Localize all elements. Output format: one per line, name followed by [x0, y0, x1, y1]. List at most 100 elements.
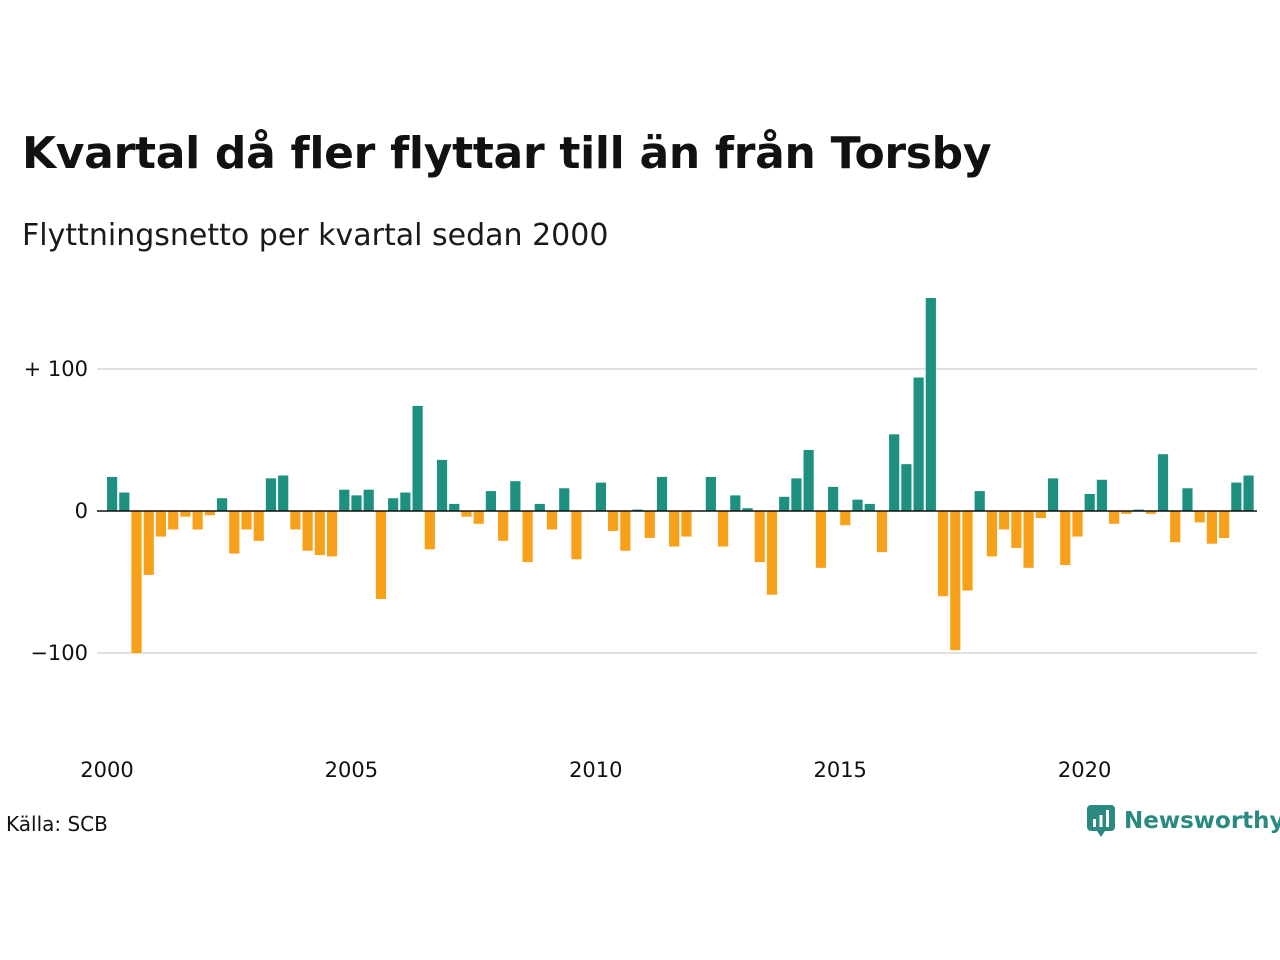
bar — [571, 511, 582, 560]
bar — [204, 511, 215, 516]
bar — [510, 481, 521, 511]
bar — [889, 434, 900, 511]
bar — [107, 476, 118, 511]
bar — [1206, 511, 1217, 544]
bar — [1084, 493, 1095, 511]
bar — [1121, 511, 1132, 514]
bar — [791, 478, 802, 511]
bar — [1182, 488, 1193, 511]
bar-chart: + 100 0 −100 2000 2005 2010 2015 2020 — [24, 298, 1257, 782]
bar — [400, 492, 411, 511]
bar — [143, 511, 154, 575]
bar — [265, 478, 277, 511]
bar — [1231, 482, 1242, 511]
bar — [155, 511, 167, 537]
bar — [559, 488, 570, 511]
bar — [498, 511, 509, 541]
bar — [1047, 478, 1059, 511]
bar — [1219, 511, 1230, 538]
brand-logo: Newsworthy — [1086, 804, 1280, 838]
bar — [974, 491, 985, 511]
bar — [229, 511, 240, 554]
newsworthy-logo-icon — [1087, 805, 1115, 837]
bar — [424, 511, 435, 550]
bar — [1194, 511, 1205, 523]
bar — [681, 511, 692, 537]
bar — [449, 503, 460, 511]
bar — [779, 496, 790, 511]
y-tick-label: 0 — [75, 499, 88, 523]
bar — [608, 511, 619, 531]
bar — [388, 498, 399, 511]
x-tick-label: 2010 — [569, 758, 622, 782]
bar — [669, 511, 680, 547]
bar — [705, 476, 716, 511]
bar — [803, 449, 814, 511]
bar — [962, 511, 973, 591]
bar — [473, 511, 484, 524]
bar — [412, 405, 423, 511]
chart-subtitle: Flyttningsnetto per kvartal sedan 2000 — [22, 218, 609, 253]
bar — [1157, 454, 1169, 511]
bar — [192, 511, 203, 530]
bar — [827, 486, 839, 511]
bar — [168, 511, 179, 530]
bar — [314, 511, 325, 556]
bar — [363, 489, 374, 511]
bar — [852, 499, 863, 511]
bar — [1145, 511, 1156, 514]
bar — [253, 511, 264, 541]
brand-name: Newsworthy — [1124, 808, 1280, 834]
bar — [986, 511, 998, 557]
bar — [1035, 511, 1046, 519]
bar — [546, 511, 558, 530]
bar — [375, 511, 387, 600]
bar — [901, 464, 912, 511]
bar — [180, 511, 191, 517]
bar — [216, 498, 228, 511]
x-tick-label: 2000 — [80, 758, 133, 782]
bar — [1011, 511, 1022, 548]
bar — [1023, 511, 1034, 568]
bar — [1170, 511, 1181, 543]
bar — [436, 459, 448, 511]
bar — [999, 511, 1010, 530]
bar — [461, 511, 472, 517]
bar — [290, 511, 301, 530]
bar — [742, 508, 753, 511]
x-tick-label: 2005 — [325, 758, 378, 782]
bar — [754, 511, 765, 563]
bar — [595, 482, 606, 511]
bar — [1096, 479, 1108, 511]
bar — [620, 511, 631, 551]
bar — [131, 511, 142, 653]
bar — [119, 492, 130, 511]
bar — [718, 511, 729, 547]
bar — [1060, 511, 1071, 565]
bar — [864, 503, 875, 511]
bar — [766, 511, 778, 595]
bar — [913, 377, 924, 511]
source-note: Källa: SCB — [6, 812, 108, 836]
bar — [1243, 475, 1254, 511]
bar — [730, 495, 741, 511]
bar — [840, 511, 851, 526]
bar — [351, 495, 362, 511]
bar — [1109, 511, 1120, 524]
bar — [326, 511, 338, 557]
bar — [339, 489, 350, 511]
chart-title: Kvartal då fler flyttar till än från Tor… — [22, 128, 992, 179]
bar — [876, 511, 888, 553]
bar — [278, 475, 289, 511]
bar — [937, 511, 949, 597]
x-tick-label: 2020 — [1058, 758, 1111, 782]
bar — [534, 503, 545, 511]
bar — [644, 511, 655, 538]
bar — [925, 298, 936, 511]
x-tick-label: 2015 — [813, 758, 866, 782]
y-tick-label: + 100 — [24, 357, 88, 381]
bar — [302, 511, 313, 551]
bar — [656, 476, 668, 511]
bar — [241, 511, 252, 530]
bar — [485, 491, 497, 511]
